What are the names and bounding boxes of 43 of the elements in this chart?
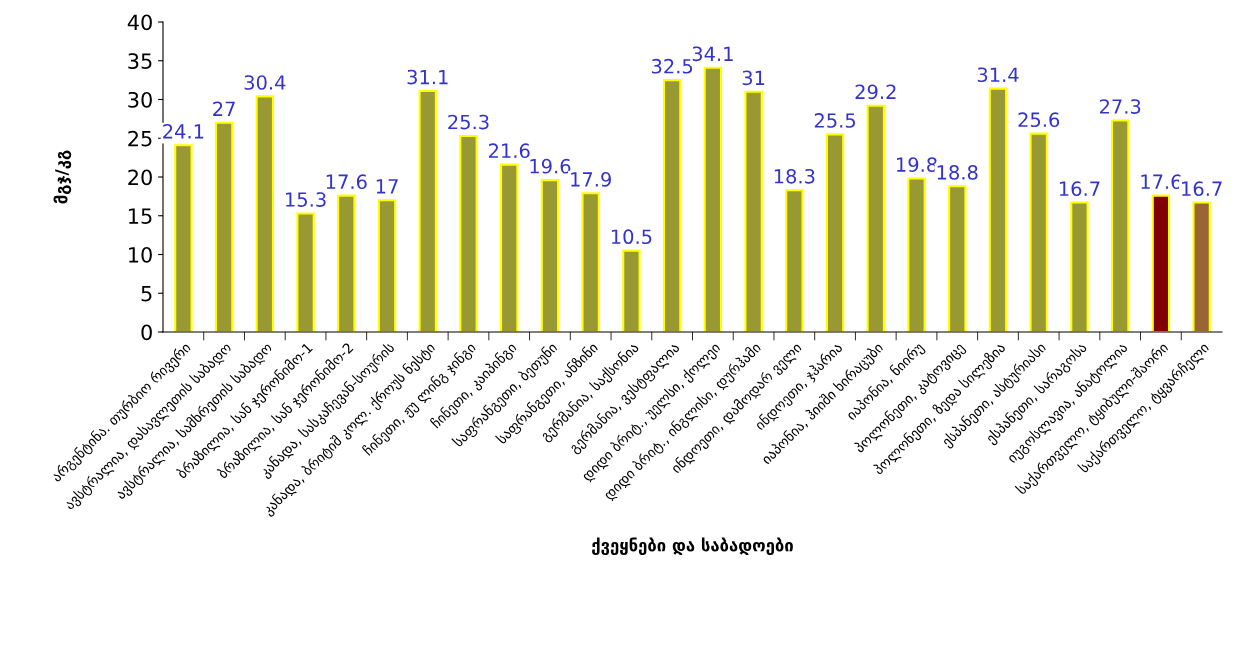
data-label: 34.1 (692, 46, 733, 62)
data-label: 30.4 (244, 75, 286, 90)
data-label: 18.8 (937, 165, 978, 180)
data-label: 19.8 (897, 157, 937, 172)
y-tick-label: 40 (127, 14, 152, 31)
bar (337, 194, 356, 332)
data-label: 15.3 (286, 192, 326, 207)
data-label: 18.3 (774, 168, 815, 184)
bar (703, 66, 723, 332)
y-tick-label: 5 (141, 285, 152, 302)
data-label: 32.5 (651, 58, 693, 74)
x-axis-title: ქვეყნები და საბადოები (592, 537, 793, 556)
bar (1192, 201, 1211, 332)
y-tick-label: 15 (129, 208, 152, 224)
data-label: 27.3 (1099, 99, 1141, 114)
y-axis-title: მგჯ/კგ (53, 150, 72, 204)
data-label: 21.6 (488, 143, 530, 159)
y-tick-label: 0 (141, 324, 152, 341)
data-label: 24.1 (163, 123, 204, 139)
data-label: 16.7 (1182, 181, 1222, 197)
y-tick-label: 35 (128, 53, 152, 69)
data-label: 27 (213, 101, 235, 116)
data-label: 16.7 (1059, 181, 1100, 197)
data-label: 31 (742, 70, 765, 86)
bar (500, 163, 519, 332)
data-label: 17 (376, 179, 398, 194)
y-tick-label: 20 (128, 169, 152, 186)
data-label: 25.6 (1018, 112, 1060, 128)
data-label: 25.3 (448, 114, 489, 130)
data-label: 17.9 (571, 172, 611, 187)
y-tick-label: 30 (128, 91, 152, 108)
y-tick-label: 25 (128, 130, 152, 147)
y-tick-label: 10 (129, 246, 152, 263)
bar (581, 192, 600, 332)
bar (174, 144, 193, 332)
data-label: 19.6 (530, 158, 571, 174)
data-label: 31.4 (977, 67, 1019, 83)
data-label: 10.5 (611, 229, 652, 245)
data-label: 29.2 (855, 84, 896, 100)
data-label: 31.1 (407, 69, 448, 85)
data-label: 25.5 (814, 113, 856, 128)
bar (948, 185, 967, 332)
data-label: 17.6 (326, 174, 367, 190)
